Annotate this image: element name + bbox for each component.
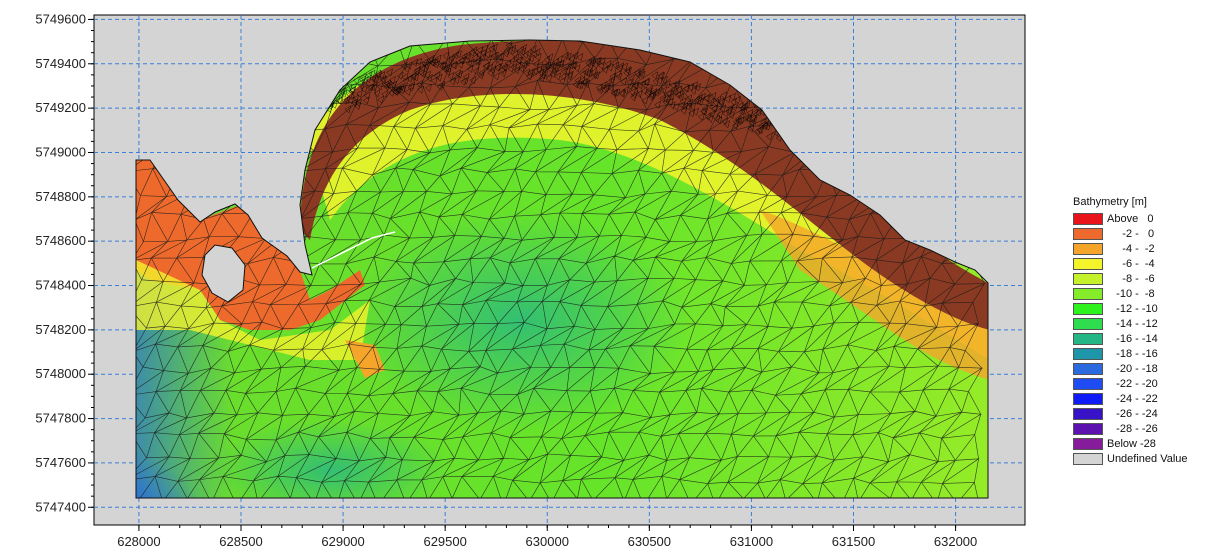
x-tick-label: 628500 [219, 534, 262, 549]
y-tick-label: 5747400 [35, 499, 86, 514]
x-tick-label: 629500 [423, 534, 466, 549]
island-hole [201, 244, 246, 303]
y-tick-label: 5749600 [35, 11, 86, 26]
legend-item: -20 - -18 [1073, 361, 1223, 376]
legend-swatch [1073, 407, 1103, 420]
legend-label: -28 - -26 [1107, 422, 1158, 435]
legend-item: Below -28 [1073, 436, 1223, 451]
legend-item: -28 - -26 [1073, 421, 1223, 436]
legend-swatch [1073, 347, 1103, 360]
y-tick-label: 5748800 [35, 189, 86, 204]
legend-swatch [1073, 287, 1103, 300]
legend-item: -24 - -22 [1073, 391, 1223, 406]
legend-item: -12 - -10 [1073, 301, 1223, 316]
legend-swatch [1073, 212, 1103, 225]
y-tick-label: 5747800 [35, 411, 86, 426]
x-tick-label: 630000 [526, 534, 569, 549]
legend-label: -4 - -2 [1107, 242, 1155, 255]
patch-orange [345, 340, 385, 378]
legend-swatch [1073, 377, 1103, 390]
legend-swatch [1073, 332, 1103, 345]
domain-boundary [135, 39, 989, 499]
y-tick-label: 5748200 [35, 322, 86, 337]
legend-label: -6 - -4 [1107, 257, 1155, 270]
legend-item: -8 - -6 [1073, 271, 1223, 286]
legend-label: -22 - -20 [1107, 377, 1158, 390]
axes: 628000 628500 629000 629500 630000 630500 6310… [35, 11, 977, 549]
legend-swatch [1073, 302, 1103, 315]
shallow-orange-band [760, 210, 988, 380]
legend-label: -12 - -10 [1107, 302, 1158, 315]
legend-label: -18 - -16 [1107, 347, 1158, 360]
legend-item: -2 - 0 [1073, 226, 1223, 241]
legend-title: Bathymetry [m] [1073, 196, 1147, 208]
y-tick-label: 5749000 [35, 144, 86, 159]
legend-swatch [1073, 392, 1103, 405]
legend-label: -10 - -8 [1107, 287, 1155, 300]
legend-item: -22 - -20 [1073, 376, 1223, 391]
x-tick-label: 628000 [117, 534, 160, 549]
west-yellow-zone [136, 260, 370, 360]
legend-swatch [1073, 257, 1103, 270]
legend-label: -8 - -6 [1107, 272, 1155, 285]
y-tick-label: 5749200 [35, 100, 86, 115]
x-tick-label: 631500 [832, 534, 875, 549]
x-tick-label: 631000 [730, 534, 773, 549]
legend-swatch [1073, 422, 1103, 435]
legend-swatch [1073, 242, 1103, 255]
x-tick-label: 632000 [934, 534, 977, 549]
legend-item: Above 0 [1073, 211, 1223, 226]
legend-label: -14 - -12 [1107, 317, 1158, 330]
legend-label: Undefined Value [1107, 452, 1188, 465]
y-tick-label: 5747600 [35, 455, 86, 470]
legend-swatch [1073, 317, 1103, 330]
y-tick-label: 5749400 [35, 56, 86, 71]
legend-label: Below -28 [1107, 437, 1156, 450]
legend-label: -16 - -14 [1107, 332, 1158, 345]
legend-item: -4 - -2 [1073, 241, 1223, 256]
legend-item: -6 - -4 [1073, 256, 1223, 271]
legend-swatch [1073, 452, 1103, 465]
y-tick-label: 5748600 [35, 233, 86, 248]
y-tick-label: 5748400 [35, 278, 86, 293]
x-tick-label: 629000 [321, 534, 364, 549]
legend-label: -20 - -18 [1107, 362, 1158, 375]
bathymetry-fill [136, 40, 988, 498]
legend-item: -10 - -8 [1073, 286, 1223, 301]
legend-item: -18 - -16 [1073, 346, 1223, 361]
legend-item: -14 - -12 [1073, 316, 1223, 331]
harbour-opening [311, 231, 396, 269]
legend-swatch [1073, 362, 1103, 375]
legend-label: -26 - -24 [1107, 407, 1158, 420]
legend: Bathymetry [m] Above 0 -2 - 0 -4 - -2 -6… [1073, 196, 1223, 466]
legend-swatch [1073, 227, 1103, 240]
legend-item: Undefined Value [1073, 451, 1223, 466]
bathymetry-map: 628000 628500 629000 629500 630000 630500 6310… [35, 11, 1026, 549]
legend-label: -24 - -22 [1107, 392, 1158, 405]
legend-item: -26 - -24 [1073, 406, 1223, 421]
legend-item: -16 - -14 [1073, 331, 1223, 346]
legend-swatch [1073, 272, 1103, 285]
legend-label: Above 0 [1107, 212, 1154, 225]
y-tick-label: 5748000 [35, 366, 86, 381]
legend-label: -2 - 0 [1107, 227, 1155, 240]
x-tick-label: 630500 [628, 534, 671, 549]
legend-swatch [1073, 437, 1103, 450]
